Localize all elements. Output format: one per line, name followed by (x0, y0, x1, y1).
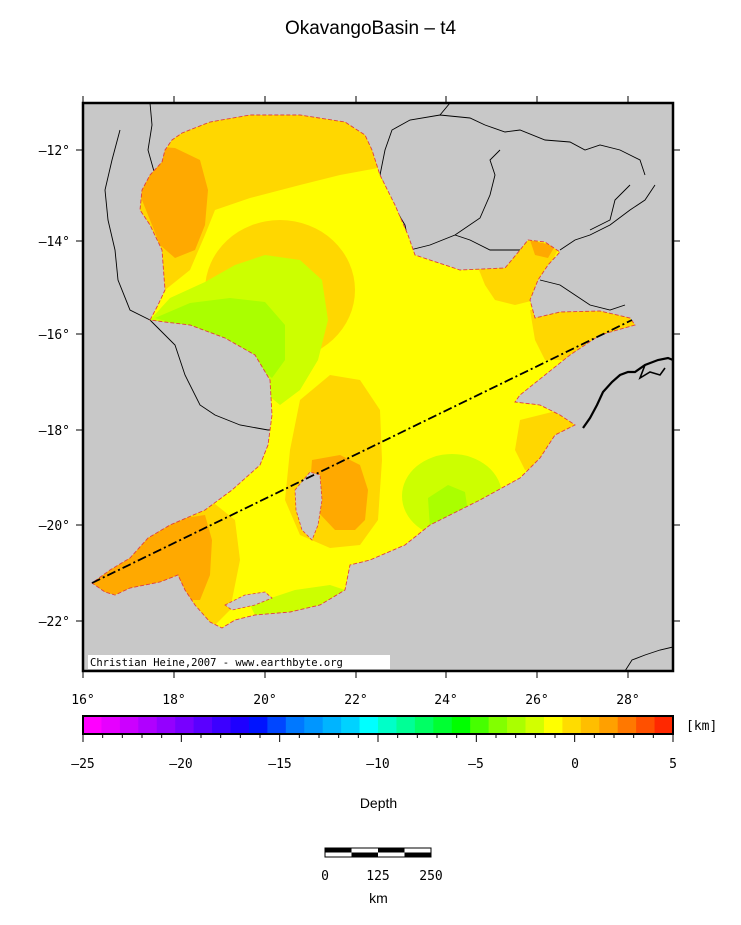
colorbar-segment (230, 716, 250, 734)
colorbar-segment (83, 716, 103, 734)
colorbar-segment (599, 716, 619, 734)
lon-label: 26° (525, 693, 548, 708)
colorbar-segment (396, 716, 416, 734)
colorbar-segment (378, 716, 398, 734)
colorbar-label: Depth (359, 795, 398, 811)
colorbar-segment (433, 716, 453, 734)
colorbar-segment (248, 716, 268, 734)
colorbar-segment (525, 716, 545, 734)
colorbar-segment (636, 716, 656, 734)
lon-label: 22° (344, 693, 367, 708)
scale-tick-label: 125 (366, 869, 389, 884)
colorbar-unit: [km] (686, 719, 717, 734)
colorbar-segment (451, 716, 471, 734)
colorbar-segment (488, 716, 508, 734)
colorbar-segment (156, 716, 176, 734)
lat-label: –22° (39, 615, 70, 630)
colorbar-segment (267, 716, 287, 734)
lat-label: –14° (39, 235, 70, 250)
scale-unit: km (369, 890, 388, 906)
colorbar-segment (322, 716, 342, 734)
colorbar-segment (304, 716, 324, 734)
colorbar (83, 716, 674, 734)
colorbar-segment (341, 716, 361, 734)
colorbar-tick-label: –15 (268, 757, 291, 772)
colorbar-segment (193, 716, 213, 734)
scale-bar (324, 847, 432, 858)
colorbar-segment (138, 716, 158, 734)
colorbar-tick-label: –10 (366, 757, 389, 772)
colorbar-segment (359, 716, 379, 734)
colorbar-tick-label: 5 (669, 757, 677, 772)
lat-label: –12° (39, 144, 70, 159)
lat-label: –20° (39, 519, 70, 534)
map-credit: Christian Heine,2007 - www.earthbyte.org (90, 657, 343, 669)
colorbar-segment (562, 716, 582, 734)
colorbar-segment (101, 716, 121, 734)
colorbar-segment (580, 716, 600, 734)
lat-label: –18° (39, 424, 70, 439)
colorbar-segment (617, 716, 637, 734)
lon-label: 18° (162, 693, 185, 708)
scale-tick-label: 250 (419, 869, 442, 884)
lon-label: 20° (253, 693, 276, 708)
colorbar-tick-label: 0 (571, 757, 579, 772)
lon-label: 28° (616, 693, 639, 708)
colorbar-segment (119, 716, 139, 734)
colorbar-segment (212, 716, 232, 734)
colorbar-segment (414, 716, 434, 734)
colorbar-tick-label: –20 (169, 757, 192, 772)
colorbar-tick-label: –5 (468, 757, 484, 772)
lon-label: 16° (71, 693, 94, 708)
lon-label: 24° (434, 693, 457, 708)
colorbar-segment (285, 716, 305, 734)
colorbar-segment (543, 716, 563, 734)
scale-tick-label: 0 (321, 869, 329, 884)
colorbar-segment (470, 716, 490, 734)
colorbar-segment (175, 716, 195, 734)
colorbar-segment (654, 716, 674, 734)
lat-label: –16° (39, 328, 70, 343)
map-title: OkavangoBasin – t4 (284, 18, 457, 39)
colorbar-segment (507, 716, 527, 734)
colorbar-tick-label: –25 (71, 757, 94, 772)
